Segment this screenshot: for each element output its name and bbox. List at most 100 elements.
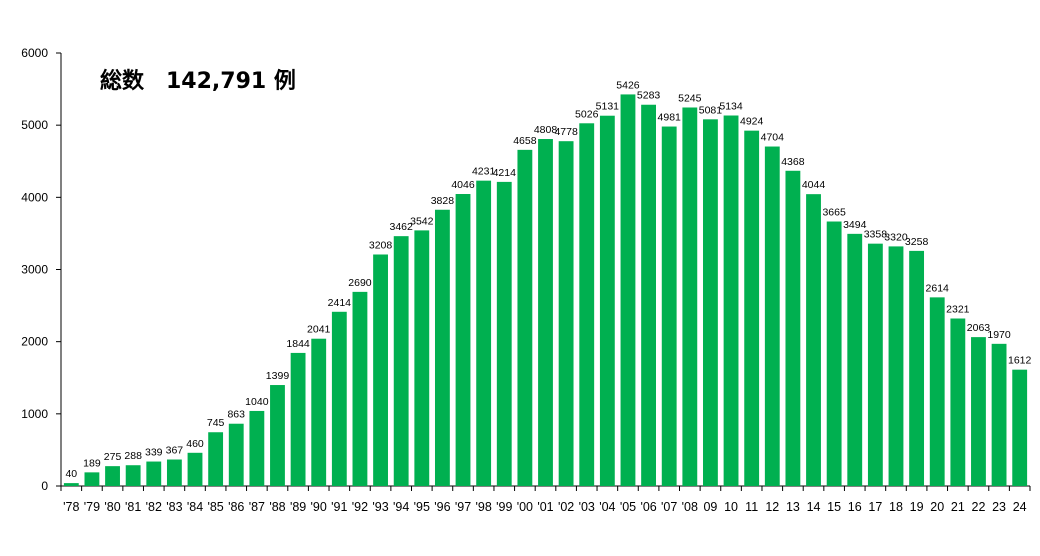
- x-tick-label: '84: [187, 500, 203, 514]
- data-label: 5245: [678, 92, 702, 104]
- bar: [496, 181, 512, 486]
- bar: [270, 385, 285, 486]
- bar: [434, 209, 450, 486]
- bar: [208, 432, 224, 486]
- y-tick-label: 2000: [21, 335, 48, 349]
- data-label: 5426: [616, 79, 640, 91]
- x-tick-label: '03: [579, 500, 595, 514]
- data-label: 4704: [761, 132, 785, 144]
- y-tick-label: 4000: [21, 190, 48, 204]
- x-tick-label: 16: [848, 500, 862, 514]
- data-label: 339: [145, 447, 163, 459]
- data-label: 1040: [245, 396, 269, 408]
- x-tick-label: 10: [724, 500, 738, 514]
- x-tick-label: '01: [537, 500, 553, 514]
- data-label: 4808: [534, 124, 558, 136]
- data-label: 745: [207, 417, 225, 429]
- bar: [641, 104, 656, 487]
- bar: [311, 338, 327, 486]
- x-tick-label: 18: [889, 500, 903, 514]
- data-label: 5131: [596, 101, 620, 113]
- y-tick-label: 3000: [21, 263, 48, 277]
- x-tick-label: 24: [1013, 500, 1027, 514]
- bar: [888, 246, 904, 486]
- x-tick-label: '99: [496, 500, 512, 514]
- x-tick-label: '04: [599, 500, 615, 514]
- y-tick-label: 1000: [21, 407, 48, 421]
- bar: [414, 230, 430, 486]
- bar: [1012, 369, 1028, 486]
- data-label: 367: [166, 445, 184, 457]
- data-label: 4658: [513, 135, 537, 147]
- data-label: 3258: [905, 236, 929, 248]
- data-label: 3320: [884, 231, 908, 243]
- x-tick-label: '80: [104, 500, 120, 514]
- data-label: 5081: [699, 104, 723, 116]
- x-tick-label: 19: [910, 500, 924, 514]
- bar: [63, 483, 79, 486]
- x-tick-label: '81: [125, 500, 141, 514]
- bar: [373, 254, 388, 486]
- data-label: 4044: [802, 179, 826, 191]
- data-label: 2414: [328, 297, 352, 309]
- data-label: 4368: [781, 156, 805, 168]
- x-tick-label: '00: [517, 500, 533, 514]
- x-tick-label: 21: [951, 500, 965, 514]
- data-label: 3542: [410, 215, 434, 227]
- bar: [125, 465, 141, 486]
- bar: [352, 291, 368, 486]
- data-label: 2041: [307, 324, 331, 336]
- data-label: 5134: [719, 101, 743, 113]
- bar: [806, 194, 821, 486]
- x-tick-label: 23: [992, 500, 1006, 514]
- data-label: 1844: [286, 338, 310, 350]
- data-label: 1612: [1008, 355, 1032, 367]
- bar: [991, 343, 1007, 486]
- bars: [63, 94, 1028, 487]
- x-tick-label: '85: [207, 500, 223, 514]
- data-label: 2321: [946, 304, 970, 316]
- x-tick-label: '79: [84, 500, 100, 514]
- x-tick-label: '83: [166, 500, 182, 514]
- x-tick-label: 22: [972, 500, 986, 514]
- x-tick-label: '98: [476, 500, 492, 514]
- bar: [723, 115, 739, 486]
- data-label: 4924: [740, 116, 764, 128]
- data-label: 4046: [451, 179, 475, 191]
- bar: [166, 459, 182, 486]
- chart-title: 総数 142,791 例: [100, 68, 296, 94]
- x-tick-labels: '78 '79 '80 '81 '82 '83 '84 '85 '86 '87 '88 '89 '90 '…: [63, 500, 1027, 514]
- data-label: 1399: [266, 370, 290, 382]
- data-label: 275: [104, 451, 122, 463]
- bar: [228, 423, 244, 486]
- bar: [950, 318, 966, 486]
- bar: [909, 250, 925, 486]
- data-label: 2063: [967, 322, 991, 334]
- y-tick-label: 6000: [21, 46, 48, 60]
- x-tick-label: 14: [807, 500, 821, 514]
- bar: [517, 149, 533, 486]
- x-tick-label: '88: [269, 500, 285, 514]
- data-label: 3828: [431, 195, 455, 207]
- data-label: 460: [186, 438, 204, 450]
- bar: [744, 130, 760, 486]
- data-label: 3358: [864, 229, 888, 241]
- bar: [867, 243, 883, 486]
- bar: [331, 311, 347, 486]
- bar: [187, 452, 203, 486]
- x-tick-label: '08: [682, 500, 698, 514]
- x-tick-label: '89: [290, 500, 306, 514]
- x-tick-label: '91: [331, 500, 347, 514]
- data-label: 863: [227, 409, 245, 421]
- bar: [476, 180, 492, 486]
- bar: [455, 194, 471, 486]
- data-label: 40: [65, 468, 77, 480]
- x-tick-label: '96: [434, 500, 450, 514]
- bar: [847, 233, 863, 486]
- bar: [558, 141, 574, 486]
- x-tick-label: 20: [930, 500, 944, 514]
- data-label: 2614: [926, 282, 950, 294]
